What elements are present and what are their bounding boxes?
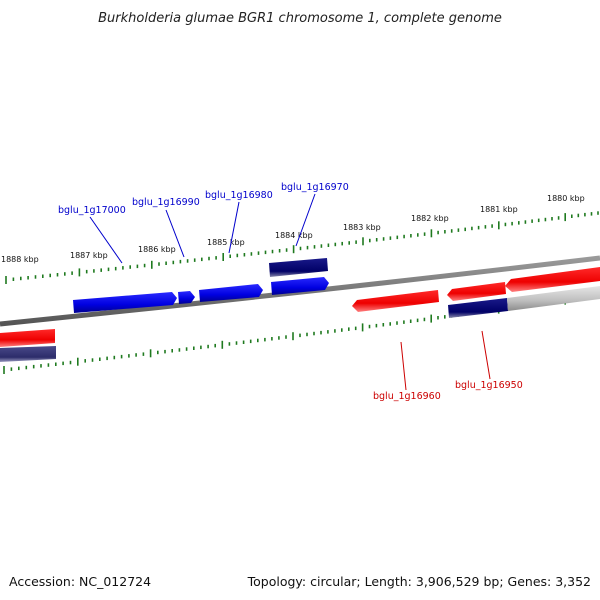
leader-bglu-1g16990 [165,209,185,258]
tick-label-1887: 1887 kbp [70,251,108,260]
leader-bglu-1g16960 [400,341,407,391]
gene-bglu-1g16980[interactable] [199,284,263,302]
gene-other-gray[interactable] [507,286,600,311]
gene-reverse-unlabeled-3[interactable] [0,329,55,347]
tick-label-1880: 1880 kbp [547,194,585,203]
gene-label-bglu-1g17000[interactable]: bglu_1g17000 [58,205,126,216]
tick-label-1882: 1882 kbp [411,214,449,223]
gene-reverse-unlabeled-2[interactable] [505,267,600,292]
tick-label-1881: 1881 kbp [480,205,518,214]
gene-label-bglu-1g16970[interactable]: bglu_1g16970 [281,182,349,193]
leader-bglu-1g17000 [89,216,123,264]
tick-label-1886: 1886 kbp [138,245,176,254]
tick-label-1888: 1888 kbp [1,255,39,264]
leader-bglu-1g16970 [295,193,316,247]
tick-label-1885: 1885 kbp [207,238,245,247]
map-title: Burkholderia glumae BGR1 chromosome 1, c… [98,11,502,26]
gene-label-bglu-1g16980[interactable]: bglu_1g16980 [205,190,273,201]
gene-bglu-1g16990[interactable] [178,291,195,304]
gene-forward-unlabeled[interactable] [271,277,329,295]
gene-bglu-1g16970[interactable] [269,258,328,277]
leader-bglu-1g16950 [481,330,491,380]
genome-summary-text: Topology: circular; Length: 3,906,529 bp… [247,574,591,589]
gene-label-bglu-1g16960[interactable]: bglu_1g16960 [373,391,441,402]
gene-reverse-unlabeled-4[interactable] [0,346,56,362]
tick-track-lower [3,294,599,374]
gene-bglu-1g16960[interactable] [352,290,439,312]
tick-label-1883: 1883 kbp [343,223,381,232]
gene-bglu-1g17000[interactable] [73,292,177,313]
gene-label-bglu-1g16950[interactable]: bglu_1g16950 [455,380,523,391]
leader-bglu-1g16980 [228,201,240,254]
gene-reverse-unlabeled-1[interactable] [447,282,506,301]
accession-text: Accession: NC_012724 [9,574,151,589]
gene-label-bglu-1g16990[interactable]: bglu_1g16990 [132,197,200,208]
gene-bglu-1g16950[interactable] [448,298,508,318]
tick-track-upper [5,211,599,284]
tick-label-1884: 1884 kbp [275,231,313,240]
